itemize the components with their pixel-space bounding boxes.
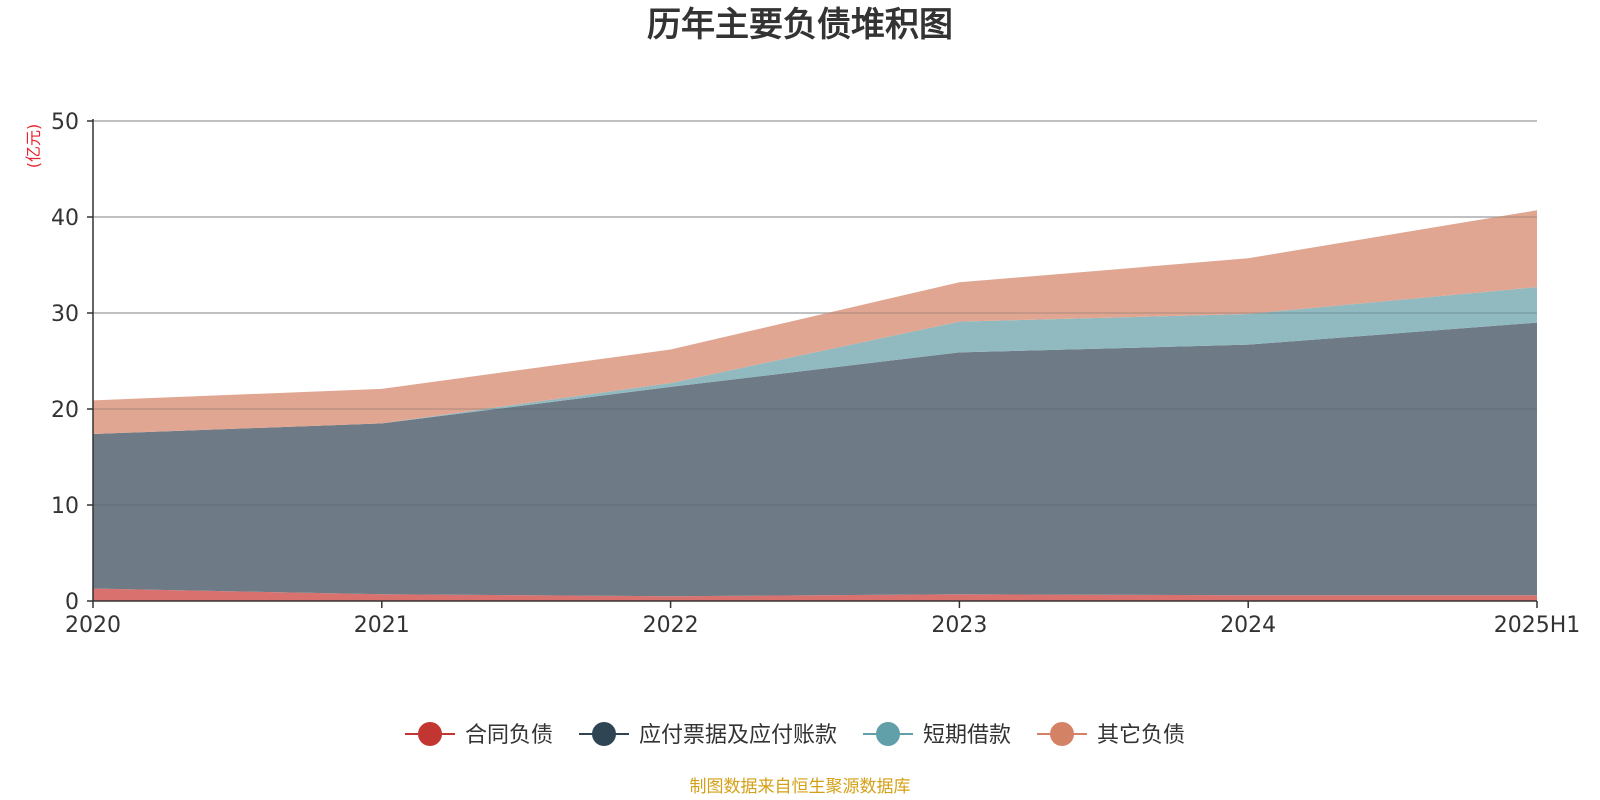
area-2 [93,287,1537,434]
x-tick-label: 2022 [643,613,699,638]
y-tick-label: 10 [51,494,79,519]
legend-label: 其它负债 [1097,723,1185,748]
axes: 0 10 20 30 40 50 2020 2021 2022 2023 2024 2025H1 [51,110,1580,638]
area-3 [93,210,1537,434]
data-source-note: 制图数据来自恒生聚源数据库 [690,777,911,797]
x-tick-label: 2025H1 [1494,613,1581,638]
y-tick-label: 30 [51,302,79,327]
area-1 [93,322,1537,597]
area-series [93,120,1537,601]
y-tick-label: 40 [51,206,79,231]
x-tick-label: 2021 [354,613,410,638]
legend-label: 短期借款 [923,723,1011,748]
legend-label: 应付票据及应付账款 [639,723,837,748]
legend-label: 合同负债 [465,723,553,748]
legend-circle-marker [1050,722,1074,746]
legend: 合同负债 应付票据及应付账款 短期借款 其它负债 [405,722,1185,748]
y-axis-unit-label: (亿元) [24,124,43,169]
legend-circle-marker [418,722,442,746]
y-tick-label: 50 [51,110,79,135]
legend-circle-marker [592,722,616,746]
area-0 [93,588,1537,601]
y-tick-label: 0 [65,590,79,615]
y-tick-label: 20 [51,398,79,423]
chart-title: 历年主要负债堆积图 [647,5,953,45]
x-tick-label: 2023 [931,613,987,638]
legend-circle-marker [876,722,900,746]
x-tick-label: 2020 [65,613,121,638]
x-tick-label: 2024 [1220,613,1276,638]
